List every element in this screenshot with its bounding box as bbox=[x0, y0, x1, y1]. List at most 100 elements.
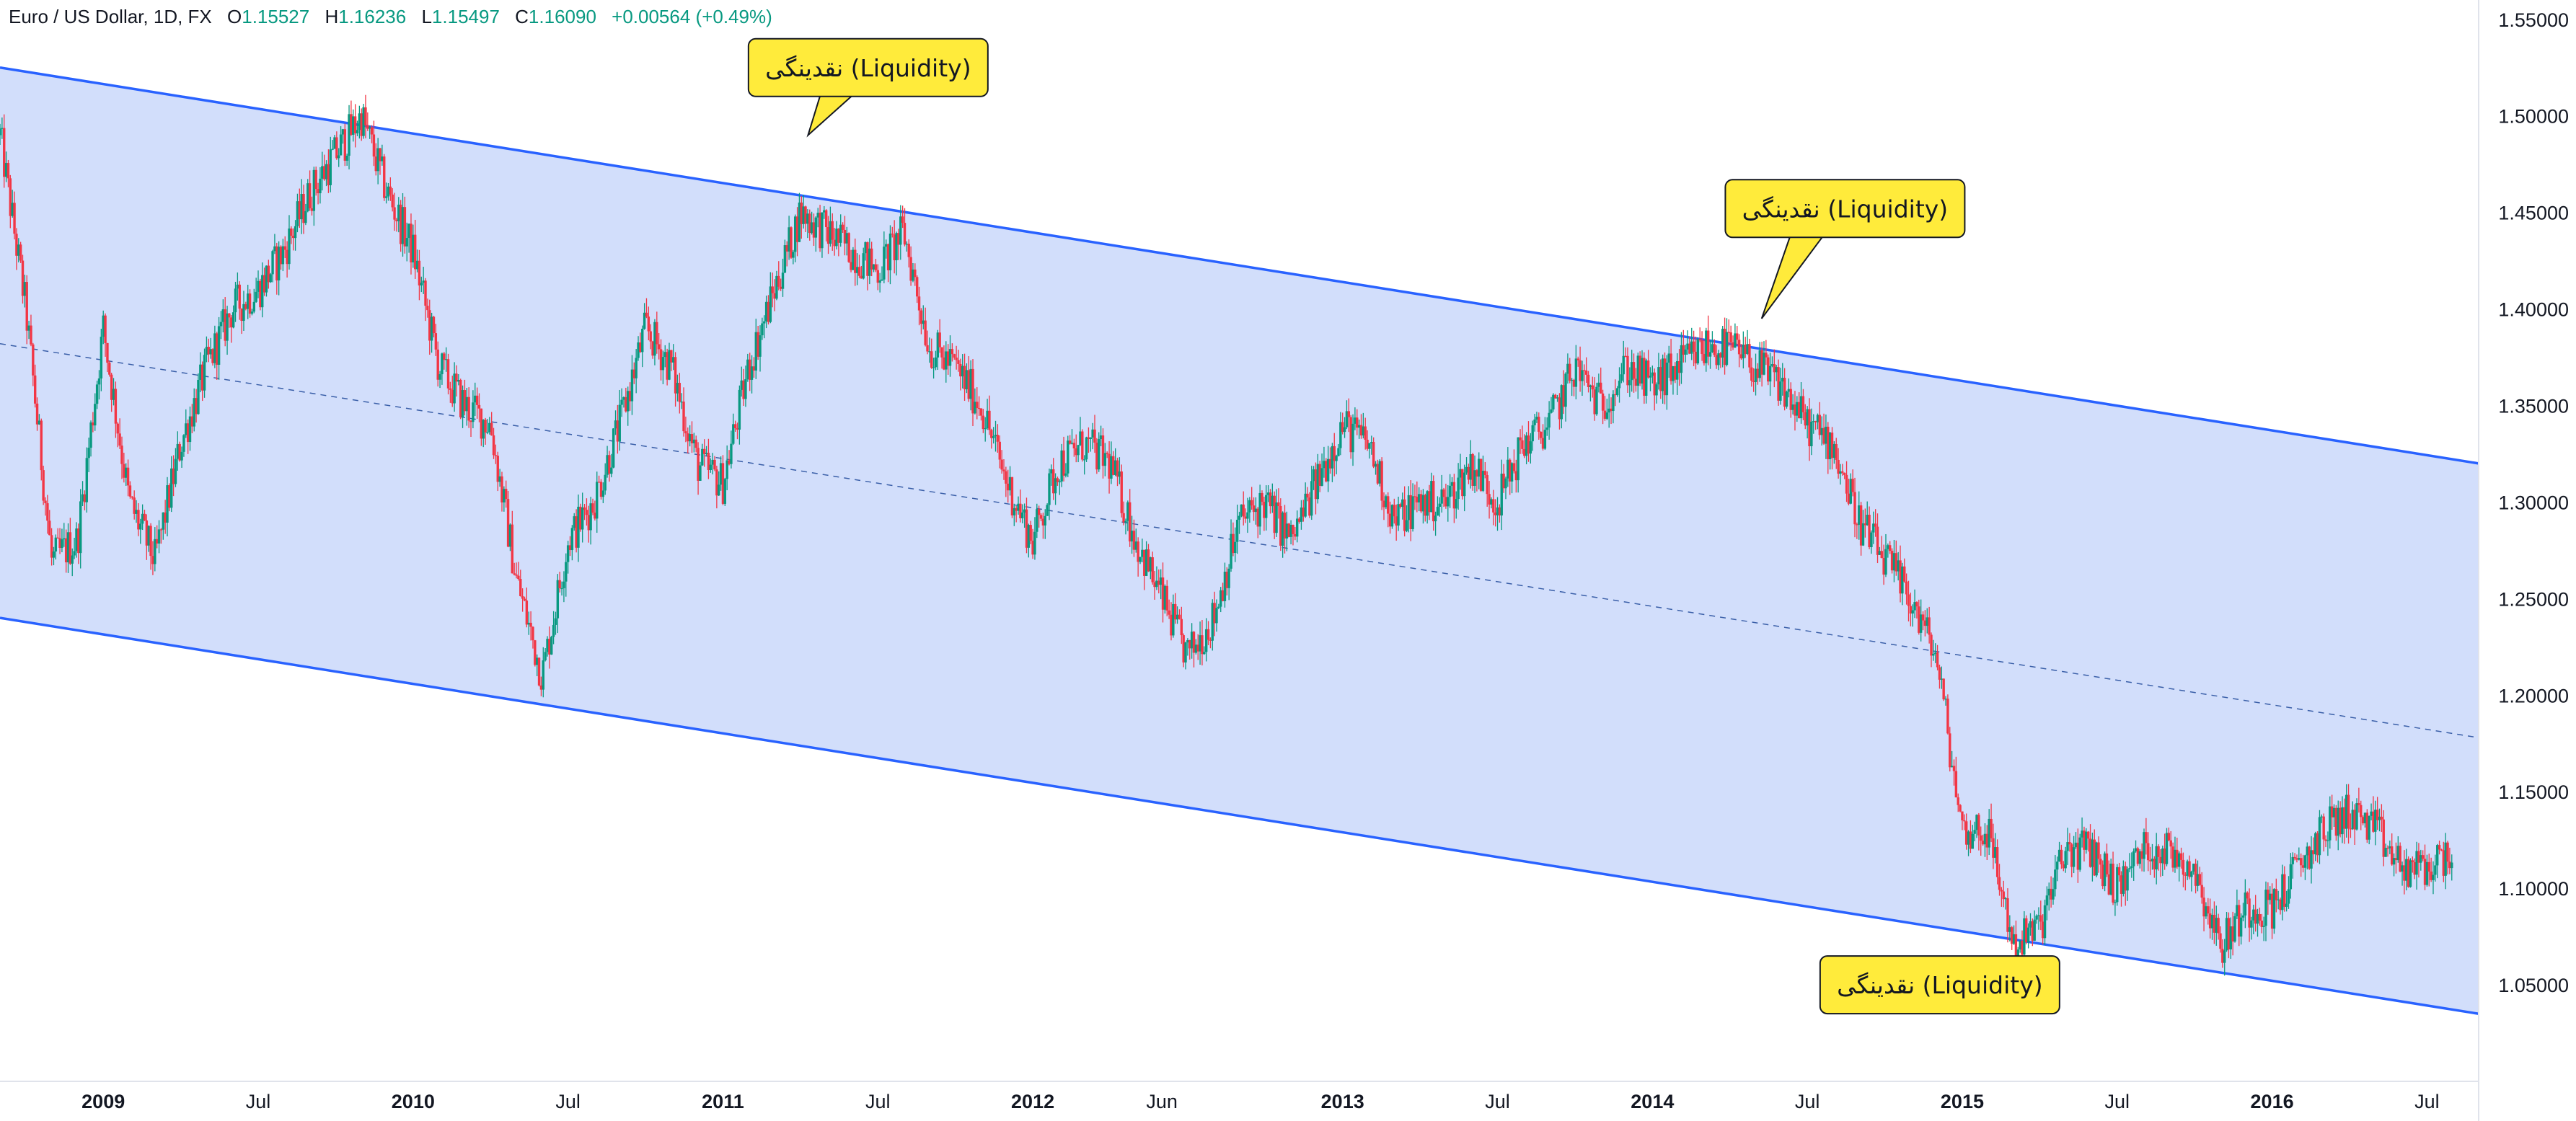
y-tick-label[interactable]: 1.20000 bbox=[2498, 685, 2569, 706]
y-tick-label[interactable]: 1.40000 bbox=[2498, 299, 2569, 321]
candle bbox=[1000, 450, 1003, 474]
candle bbox=[2070, 842, 2073, 877]
candle bbox=[781, 258, 785, 297]
candle bbox=[1981, 834, 1985, 846]
candle bbox=[2258, 908, 2262, 926]
candle bbox=[1481, 456, 1485, 492]
candle bbox=[527, 611, 530, 635]
candle bbox=[1754, 353, 1757, 396]
callout-annotations[interactable]: نقدینگی (Liquidity) نقدینگی (Liquidity) نق… bbox=[747, 37, 2060, 1015]
candle bbox=[816, 208, 819, 228]
x-tick-label[interactable]: Jul bbox=[1795, 1091, 1820, 1112]
candle bbox=[1440, 474, 1443, 513]
candle bbox=[2370, 803, 2373, 821]
candle bbox=[1938, 664, 1941, 689]
candle bbox=[2244, 879, 2247, 929]
candle bbox=[2072, 836, 2076, 874]
y-tick-label[interactable]: 1.30000 bbox=[2498, 492, 2569, 513]
candle bbox=[847, 232, 850, 263]
candle bbox=[1248, 497, 1251, 523]
candle bbox=[185, 409, 188, 438]
candle bbox=[529, 611, 532, 641]
candle bbox=[943, 345, 945, 371]
candle bbox=[217, 316, 221, 380]
y-tick-label[interactable]: 1.10000 bbox=[2498, 878, 2569, 900]
candle bbox=[719, 456, 723, 491]
candle bbox=[366, 112, 369, 131]
y-tick-label[interactable]: 1.50000 bbox=[2498, 106, 2569, 128]
candle bbox=[428, 299, 431, 355]
candle bbox=[1564, 372, 1567, 422]
candle bbox=[482, 419, 485, 448]
candle bbox=[166, 477, 169, 536]
candle bbox=[1779, 368, 1782, 405]
candle bbox=[1323, 446, 1326, 478]
candle bbox=[180, 446, 183, 468]
candle bbox=[159, 528, 163, 544]
candle bbox=[2275, 878, 2278, 913]
x-tick-label[interactable]: Jul bbox=[2105, 1091, 2130, 1112]
candle bbox=[131, 496, 134, 500]
candle bbox=[415, 249, 419, 273]
y-tick-label[interactable]: 1.05000 bbox=[2498, 975, 2569, 996]
candle bbox=[535, 654, 539, 676]
candle bbox=[2229, 917, 2232, 960]
x-tick-label[interactable]: Jul bbox=[1485, 1091, 1510, 1112]
y-tick-label[interactable]: 1.45000 bbox=[2498, 203, 2569, 224]
liquidity-callout[interactable]: نقدینگی (Liquidity) bbox=[1724, 179, 1966, 319]
candle bbox=[806, 209, 809, 239]
candle bbox=[2380, 804, 2383, 833]
x-tick-label[interactable]: 2010 bbox=[392, 1091, 435, 1112]
x-tick-label[interactable]: Jul bbox=[865, 1091, 891, 1112]
x-tick-label[interactable]: 2011 bbox=[702, 1091, 744, 1112]
x-tick-label[interactable]: Jul bbox=[246, 1091, 271, 1112]
candle bbox=[1424, 493, 1426, 522]
y-tick-label[interactable]: 1.15000 bbox=[2498, 781, 2569, 803]
x-tick-label[interactable]: 2016 bbox=[2251, 1091, 2294, 1112]
candle bbox=[480, 408, 483, 446]
candle bbox=[883, 231, 886, 283]
x-tick-label[interactable]: 2014 bbox=[1631, 1091, 1674, 1112]
candle bbox=[2438, 841, 2441, 855]
channel-upper-line[interactable] bbox=[0, 66, 2479, 465]
y-tick-label[interactable]: 1.55000 bbox=[2498, 9, 2569, 31]
callout-box[interactable] bbox=[1819, 955, 2060, 1015]
liquidity-callout[interactable]: نقدینگی (Liquidity) bbox=[747, 37, 989, 138]
x-tick-label[interactable]: Jul bbox=[2414, 1091, 2440, 1112]
candle bbox=[864, 242, 867, 261]
candle bbox=[1232, 522, 1235, 557]
candle bbox=[1868, 506, 1871, 549]
x-tick-label[interactable]: 2013 bbox=[1321, 1091, 1364, 1112]
candle bbox=[1459, 453, 1462, 490]
x-axis-ticks[interactable]: 2009 Jul 2010 Jul 2011 Jul 2012 Jun 2013 Jul 2014 J… bbox=[81, 1091, 2439, 1112]
candle bbox=[591, 498, 594, 515]
channel-lower-line[interactable] bbox=[0, 616, 2479, 1015]
parallel-channel[interactable] bbox=[0, 66, 2479, 1015]
candle bbox=[1163, 584, 1167, 614]
x-tick-label[interactable]: 2015 bbox=[1941, 1091, 1984, 1112]
candle bbox=[2295, 854, 2298, 863]
candle bbox=[441, 353, 444, 385]
candle bbox=[1572, 378, 1576, 396]
x-tick-label[interactable]: 2009 bbox=[81, 1091, 125, 1112]
candle bbox=[193, 388, 195, 432]
callout-box[interactable] bbox=[1724, 179, 1966, 239]
candle bbox=[823, 205, 826, 219]
x-tick-label[interactable]: 2012 bbox=[1011, 1091, 1054, 1112]
liquidity-callout[interactable]: نقدینگی (Liquidity) bbox=[1819, 955, 2060, 1015]
y-axis-ticks[interactable]: 1.55000 1.50000 1.45000 1.40000 1.35000 1.300… bbox=[2498, 9, 2569, 996]
candle bbox=[1122, 501, 1125, 526]
candle bbox=[666, 348, 669, 386]
x-tick-label[interactable]: Jul bbox=[555, 1091, 581, 1112]
candle bbox=[539, 676, 543, 696]
y-tick-label[interactable]: 1.25000 bbox=[2498, 588, 2569, 610]
y-tick-label[interactable]: 1.35000 bbox=[2498, 396, 2569, 417]
x-tick-label[interactable]: Jun bbox=[1146, 1091, 1178, 1112]
candle bbox=[2442, 841, 2445, 882]
callout-box[interactable] bbox=[747, 37, 989, 97]
candle bbox=[1378, 459, 1381, 487]
candle bbox=[881, 266, 883, 281]
candle bbox=[2361, 815, 2365, 825]
candle bbox=[1023, 503, 1026, 528]
